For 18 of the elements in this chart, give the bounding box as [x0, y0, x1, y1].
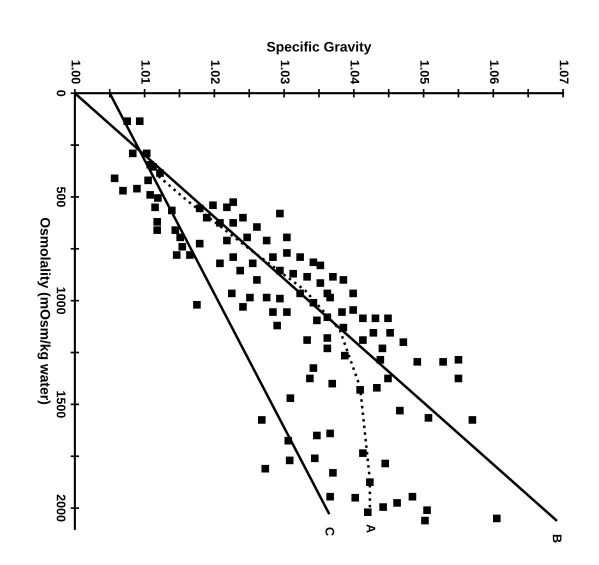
text: B	[552, 534, 562, 542]
y-tick-label: 2000	[56, 494, 66, 522]
x-tick-label: 1.06	[490, 60, 499, 84]
y-tick-label: 1500	[56, 391, 66, 418]
x-tick-label: 1.02	[211, 60, 220, 84]
x-tick-label: 1.05	[420, 60, 430, 84]
x-tick-label: 1.07	[560, 60, 569, 84]
x-tick-label: 1.04	[350, 60, 360, 84]
text: C	[325, 527, 334, 536]
y-axis-title: Osmolality (mOsm/kg water)	[38, 218, 51, 404]
x-tick-label: 1.01	[141, 60, 150, 84]
x-tick-label: 1.00	[72, 60, 80, 84]
text: A	[366, 524, 376, 533]
y-tick-label: 500	[56, 186, 66, 207]
y-tick-label: 1000	[56, 288, 66, 314]
x-axis-title: Specific Gravity	[266, 41, 372, 54]
x-tick-label: 1.03	[280, 60, 290, 84]
y-tick-label: 0	[56, 90, 66, 96]
